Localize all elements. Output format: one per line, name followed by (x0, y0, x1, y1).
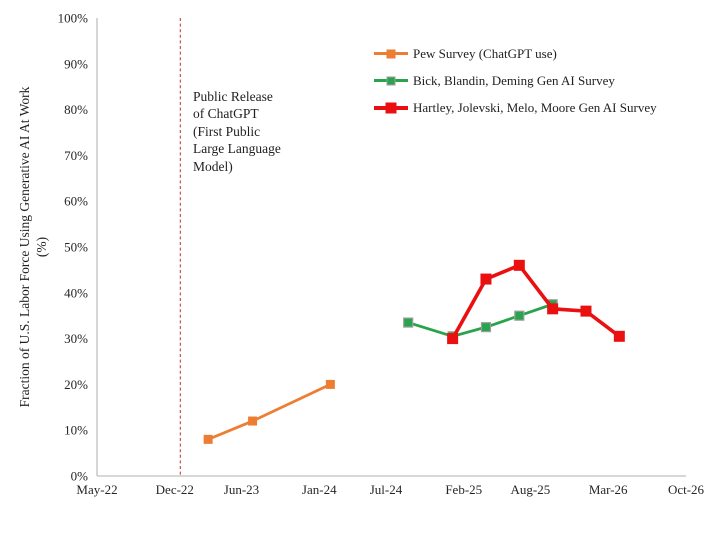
hartley-data-point (513, 259, 525, 271)
y-tick-label: 30% (64, 331, 88, 346)
annotation-line: Model) (193, 158, 233, 174)
y-tick-label: 20% (64, 377, 88, 392)
y-axis-title-text: Fraction of U.S. Labor Force Using Gener… (17, 86, 32, 408)
x-tick-label: Jun-23 (224, 482, 259, 497)
bick-series-line (407, 302, 554, 338)
legend-item-pew: Pew Survey (ChatGPT use) (374, 40, 657, 67)
pew-data-point (325, 379, 335, 389)
hartley-data-point (447, 333, 459, 345)
hartley-data-point (580, 305, 592, 317)
legend-label-pew: Pew Survey (ChatGPT use) (413, 45, 557, 61)
bick-data-point (480, 322, 492, 333)
bick-data-point (514, 310, 525, 321)
y-tick-label: 60% (64, 194, 88, 209)
annotation-line: Large Language (193, 141, 281, 157)
y-tick-label: 0% (71, 469, 89, 484)
hartley-data-point (613, 330, 625, 342)
x-tick-label: Feb-25 (445, 482, 482, 497)
pew-legend-marker-icon (374, 49, 408, 58)
annotation-line: of ChatGPT (193, 106, 259, 122)
bick-legend-marker-icon (374, 76, 408, 85)
bick-data-point (403, 317, 414, 328)
y-tick-label: 40% (64, 285, 88, 300)
y-tick-label: 50% (64, 240, 88, 255)
legend-item-hartley: Hartley, Jolevski, Melo, Moore Gen AI Su… (374, 94, 657, 121)
x-tick-label: Aug-25 (511, 482, 551, 497)
hartley-data-point (480, 273, 492, 285)
annotation-line: (First Public (193, 123, 261, 139)
y-tick-label: 100% (58, 11, 89, 26)
y-axis-title: Fraction of U.S. Labor Force Using Gener… (16, 17, 50, 477)
x-tick-label: Mar-26 (589, 482, 628, 497)
y-tick-label: 80% (64, 102, 88, 117)
legend-item-bick: Bick, Blandin, Deming Gen AI Survey (374, 67, 657, 94)
x-tick-label: Jul-24 (370, 482, 403, 497)
x-tick-label: Oct-26 (668, 482, 705, 497)
pew-series-line (207, 383, 331, 441)
x-tick-label: Jan-24 (302, 482, 337, 497)
pew-data-point (203, 434, 213, 444)
chatgpt-release-annotation: Public Release of ChatGPT (First Public … (193, 88, 281, 175)
x-tick-label: Dec-22 (156, 482, 194, 497)
legend: Pew Survey (ChatGPT use) Bick, Blandin, … (374, 40, 657, 121)
pew-data-point (248, 416, 258, 426)
hartley-data-point (547, 303, 559, 315)
y-axis-title-units: (%) (34, 236, 49, 258)
y-tick-label: 90% (64, 56, 88, 71)
legend-label-bick: Bick, Blandin, Deming Gen AI Survey (413, 72, 615, 88)
legend-label-hartley: Hartley, Jolevski, Melo, Moore Gen AI Su… (413, 99, 657, 115)
x-tick-label: May-22 (76, 482, 117, 497)
y-tick-label: 10% (64, 423, 88, 438)
y-tick-label: 70% (64, 148, 88, 163)
annotation-line: Public Release (193, 89, 273, 104)
hartley-series-line (451, 263, 621, 340)
hartley-legend-marker-icon (374, 102, 408, 113)
